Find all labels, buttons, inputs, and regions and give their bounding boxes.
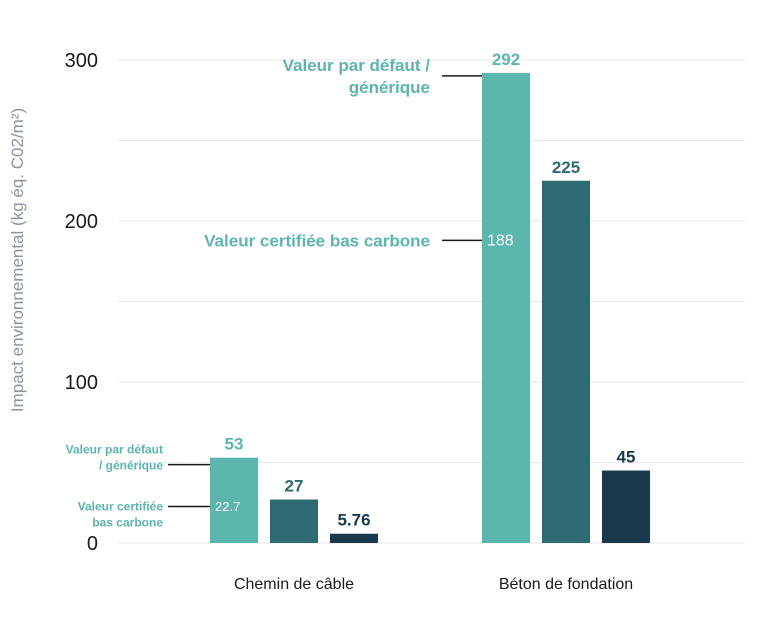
y-tick-label: 100 <box>65 372 98 394</box>
y-tick-label: 0 <box>87 533 98 555</box>
bar <box>482 72 530 543</box>
bar <box>330 533 378 543</box>
x-category-label: Chemin de câble <box>234 576 354 593</box>
category-labels: Chemin de câble Béton de fondation <box>234 576 633 593</box>
annotation-certified-label: bas carbone <box>92 515 163 529</box>
bars <box>210 72 650 543</box>
annotation-certified-label: Valeur certifiée bas carbone <box>204 231 430 250</box>
annotation-default-label: générique <box>349 78 430 97</box>
annotation-certified-label: Valeur certifiée <box>78 499 164 513</box>
data-label: 27 <box>285 477 304 496</box>
data-label: 45 <box>617 448 636 467</box>
value-labels: 53 292 27 225 5.76 45 22.7 188 <box>215 50 635 530</box>
bar <box>602 470 650 543</box>
y-axis-label: Impact environnemental (kg éq. C02/m²) <box>8 108 27 412</box>
bar <box>210 457 258 543</box>
bar <box>270 499 318 543</box>
annotation-default-label: / générique <box>99 459 163 473</box>
certified-value-label: 22.7 <box>215 499 240 514</box>
y-axis-ticks: 0 100 200 300 <box>65 50 98 555</box>
x-category-label: Béton de fondation <box>499 576 633 593</box>
bar <box>542 180 590 543</box>
data-label: 292 <box>492 50 520 69</box>
annotation-default-label: Valeur par défaut / <box>283 56 431 75</box>
data-label: 225 <box>552 158 580 177</box>
data-label: 53 <box>225 435 244 454</box>
data-label: 5.76 <box>337 511 370 530</box>
annotations: Valeur par défaut / générique Valeur certi… <box>66 56 482 529</box>
annotation-default-label: Valeur par défaut <box>66 443 163 457</box>
y-tick-label: 300 <box>65 50 98 72</box>
y-tick-label: 200 <box>65 211 98 233</box>
certified-value-label: 188 <box>487 233 514 250</box>
